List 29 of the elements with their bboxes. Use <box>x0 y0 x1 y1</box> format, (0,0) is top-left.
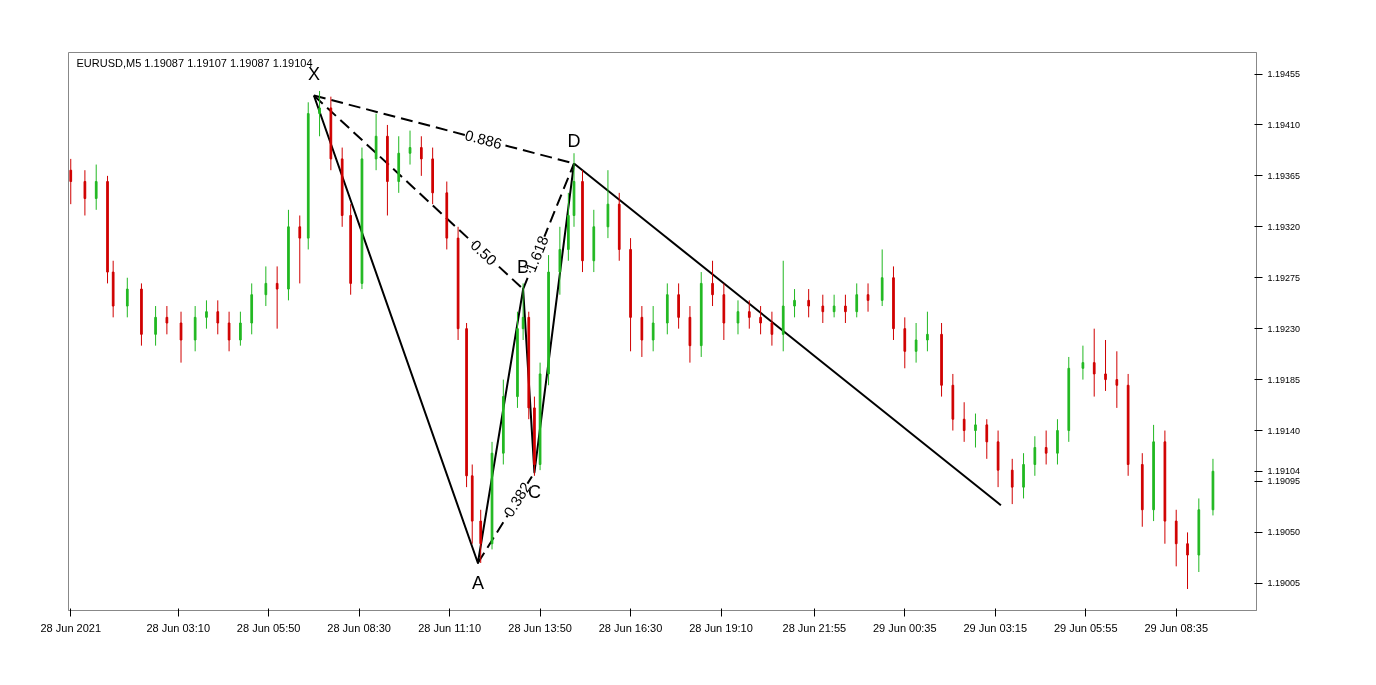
y-tick-label: 1.19275 <box>1267 272 1301 283</box>
x-tick-label: 28 Jun 21:55 <box>782 621 847 634</box>
y-tick-label: 1.19185 <box>1267 374 1301 385</box>
x-tick-label: 28 Jun 13:50 <box>508 621 572 634</box>
y-tick-label: 1.19410 <box>1267 119 1301 130</box>
y-tick-label: 1.19140 <box>1267 425 1301 436</box>
x-tick-label: 28 Jun 19:10 <box>689 621 753 634</box>
x-tick-label: 28 Jun 03:10 <box>146 621 211 634</box>
x-tick-label: 28 Jun 05:50 <box>236 621 301 634</box>
x-tick-label: 28 Jun 16:30 <box>598 621 663 634</box>
y-tick-label: 1.19230 <box>1267 323 1301 334</box>
x-tick-label: 29 Jun 08:35 <box>1144 621 1209 634</box>
y-tick-label: 1.19095 <box>1267 476 1301 487</box>
y-tick-label: 1.19320 <box>1267 221 1301 232</box>
annotation: D <box>567 131 581 152</box>
x-tick-label: 29 Jun 05:55 <box>1053 621 1118 634</box>
annotation: A <box>471 572 484 593</box>
annotation: 0.50 <box>467 236 501 269</box>
y-tick-label: 1.19104 <box>1267 466 1301 477</box>
y-tick-label: 1.19005 <box>1267 578 1301 589</box>
x-tick-label: 28 Jun 2021 <box>40 621 102 634</box>
y-tick-label: 1.19455 <box>1267 69 1301 80</box>
x-tick-label: 28 Jun 11:10 <box>418 621 482 634</box>
x-tick-label: 29 Jun 03:15 <box>963 621 1028 634</box>
y-tick-label: 1.19050 <box>1267 527 1301 538</box>
annotation: 0.886 <box>463 126 504 153</box>
x-tick-label: 29 Jun 00:35 <box>872 621 937 634</box>
x-tick-label: 28 Jun 08:30 <box>327 621 391 634</box>
y-tick-label: 1.19365 <box>1267 170 1301 181</box>
